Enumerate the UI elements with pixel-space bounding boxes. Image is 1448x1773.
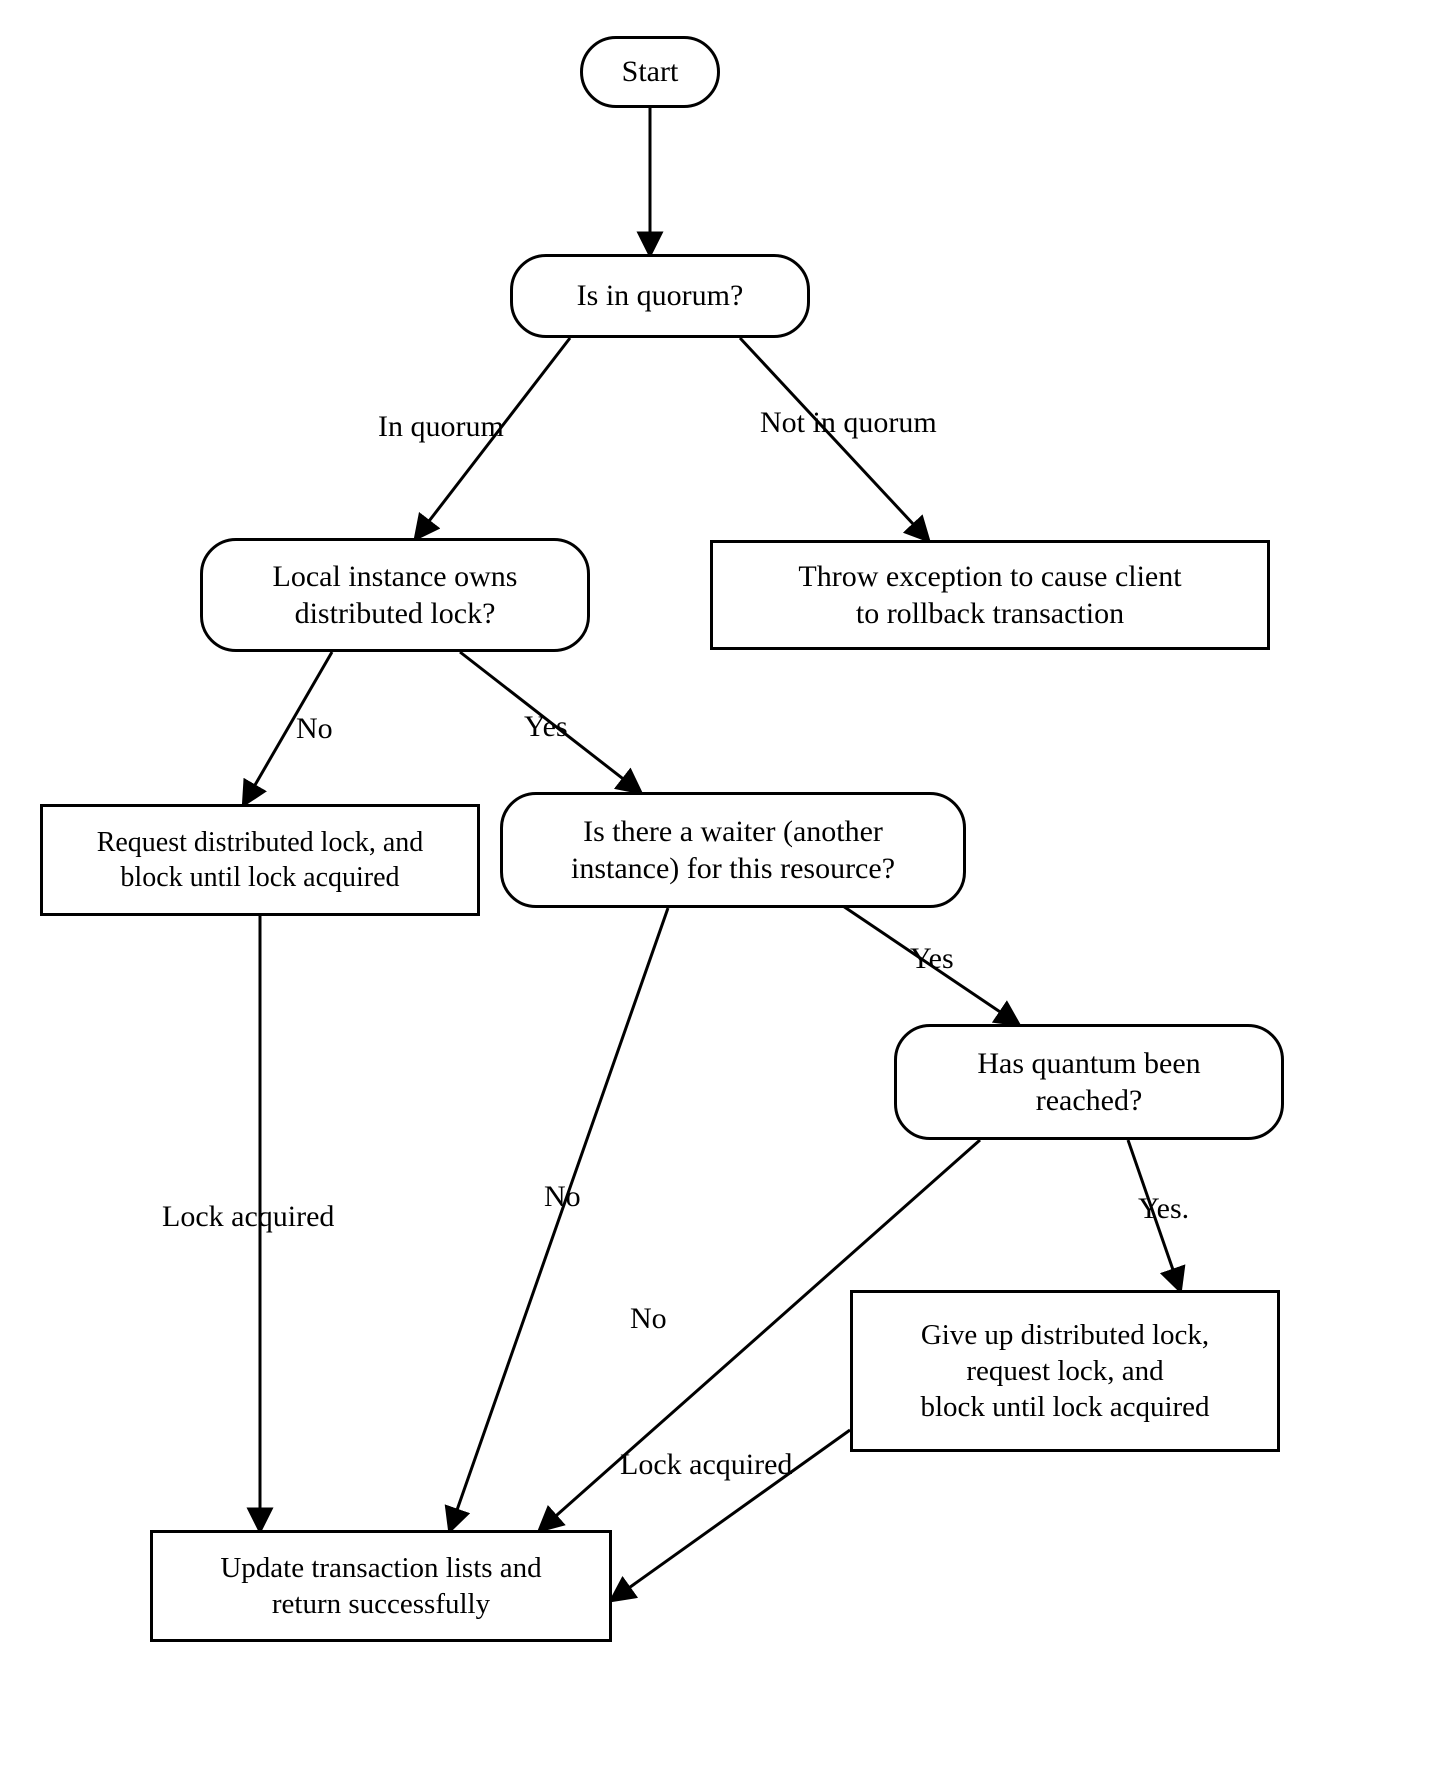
edge-label-yes-2: Yes [910,942,954,976]
node-update-transaction: Update transaction lists andreturn succe… [150,1530,612,1642]
edge-label-lock-acquired-2: Lock acquired [620,1448,792,1482]
node-update-transaction-label: Update transaction lists andreturn succe… [220,1550,541,1623]
edge-label-yes-1: Yes [524,710,568,744]
edge-label-yes-3: Yes. [1138,1192,1189,1226]
node-in-quorum: Is in quorum? [510,254,810,338]
node-local-owns-label: Local instance ownsdistributed lock? [273,558,518,633]
node-has-waiter-label: Is there a waiter (anotherinstance) for … [571,813,895,888]
node-in-quorum-label: Is in quorum? [577,277,744,315]
node-request-lock: Request distributed lock, andblock until… [40,804,480,916]
edge-label-not-in-quorum: Not in quorum [760,406,937,440]
edge-label-in-quorum: In quorum [378,410,504,444]
node-quantum-label: Has quantum beenreached? [977,1045,1200,1120]
node-request-lock-label: Request distributed lock, andblock until… [97,825,424,895]
node-throw-exception-label: Throw exception to cause clientto rollba… [798,558,1181,633]
node-quantum: Has quantum beenreached? [894,1024,1284,1140]
node-local-owns: Local instance ownsdistributed lock? [200,538,590,652]
edge-label-no-1: No [296,712,333,746]
node-throw-exception: Throw exception to cause clientto rollba… [710,540,1270,650]
flowchart-canvas: Start Is in quorum? Local instance ownsd… [0,0,1448,1773]
node-start-label: Start [622,53,679,91]
edge-label-no-3: No [630,1302,667,1336]
node-give-up-lock: Give up distributed lock,request lock, a… [850,1290,1280,1452]
edge-label-lock-acquired-1: Lock acquired [162,1200,334,1234]
node-start: Start [580,36,720,108]
node-has-waiter: Is there a waiter (anotherinstance) for … [500,792,966,908]
node-give-up-lock-label: Give up distributed lock,request lock, a… [920,1317,1209,1426]
edge-label-no-2: No [544,1180,581,1214]
